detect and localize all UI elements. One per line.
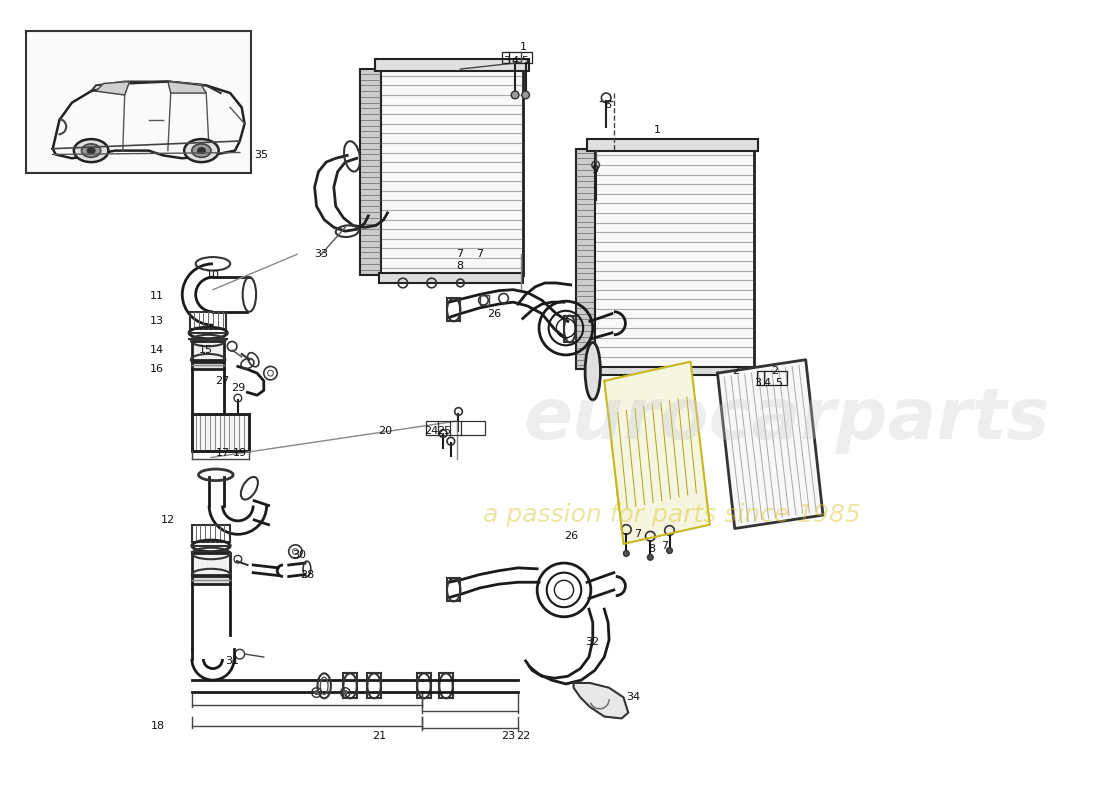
Polygon shape: [604, 362, 710, 544]
Text: 7: 7: [635, 530, 641, 539]
Bar: [191, 554, 230, 574]
Text: 31: 31: [226, 656, 239, 666]
Text: 24: 24: [425, 426, 439, 436]
Bar: [480, 295, 490, 305]
Text: 29: 29: [231, 383, 245, 394]
Bar: [757, 371, 788, 385]
Bar: [447, 578, 461, 602]
Text: 23: 23: [502, 730, 516, 741]
Bar: [447, 298, 461, 322]
Text: 26: 26: [563, 531, 578, 542]
Text: 5: 5: [776, 378, 782, 388]
Ellipse shape: [315, 690, 318, 694]
Bar: [375, 59, 528, 71]
Text: 34: 34: [626, 692, 640, 702]
Bar: [564, 315, 575, 342]
Polygon shape: [573, 683, 628, 718]
Ellipse shape: [343, 690, 348, 694]
Text: 1: 1: [520, 42, 527, 52]
Bar: [587, 139, 758, 150]
Polygon shape: [168, 82, 206, 93]
Bar: [190, 312, 227, 329]
Text: 5: 5: [521, 57, 528, 66]
Text: 17: 17: [216, 448, 230, 458]
Text: 7: 7: [455, 250, 463, 259]
Ellipse shape: [624, 550, 629, 556]
Text: 21: 21: [372, 730, 386, 741]
Bar: [191, 341, 224, 360]
Bar: [343, 674, 356, 698]
Text: 32: 32: [585, 637, 598, 646]
Bar: [378, 274, 522, 283]
Text: 20: 20: [378, 426, 393, 436]
Text: 3: 3: [503, 57, 510, 66]
Text: 33: 33: [315, 250, 328, 259]
Text: 2: 2: [771, 366, 779, 376]
Text: 10: 10: [206, 270, 220, 280]
Text: 26: 26: [487, 309, 500, 318]
Text: 6: 6: [605, 99, 612, 110]
Ellipse shape: [191, 144, 211, 158]
Bar: [367, 674, 381, 698]
Text: 14: 14: [151, 345, 164, 355]
Text: 11: 11: [151, 291, 164, 302]
Bar: [575, 149, 595, 370]
Text: 12: 12: [161, 515, 175, 525]
Text: 28: 28: [300, 570, 315, 579]
Text: 9: 9: [591, 165, 598, 174]
Bar: [417, 674, 431, 698]
Text: 13: 13: [151, 316, 164, 326]
Bar: [191, 414, 250, 451]
Text: 35: 35: [254, 150, 268, 161]
Polygon shape: [717, 360, 823, 529]
Bar: [191, 525, 230, 542]
Text: 8: 8: [455, 261, 463, 270]
Text: 3: 3: [755, 378, 761, 388]
Text: 7: 7: [661, 541, 669, 550]
Ellipse shape: [585, 342, 601, 400]
Polygon shape: [96, 82, 130, 95]
Bar: [191, 362, 224, 370]
Bar: [191, 414, 250, 451]
Text: 25: 25: [437, 426, 451, 436]
Text: 4: 4: [512, 57, 518, 66]
Text: 15: 15: [199, 345, 213, 355]
Ellipse shape: [198, 148, 206, 154]
Ellipse shape: [667, 548, 672, 554]
Text: eurocarparts: eurocarparts: [524, 385, 1049, 454]
Bar: [439, 674, 453, 698]
Bar: [191, 577, 230, 584]
Bar: [593, 149, 754, 370]
Ellipse shape: [81, 144, 101, 158]
Text: 8: 8: [649, 544, 656, 554]
Text: 2: 2: [733, 366, 739, 376]
Text: 4: 4: [763, 378, 771, 388]
Bar: [502, 52, 532, 63]
Text: 16: 16: [151, 364, 164, 374]
Text: 19: 19: [233, 448, 246, 458]
Text: 18: 18: [151, 721, 165, 731]
Ellipse shape: [74, 139, 109, 162]
Bar: [378, 69, 522, 275]
Ellipse shape: [648, 554, 653, 560]
Bar: [426, 421, 485, 434]
Text: 1: 1: [653, 125, 660, 134]
Text: 22: 22: [516, 730, 530, 741]
Text: 27: 27: [216, 376, 230, 386]
Bar: [360, 69, 381, 275]
Text: 7: 7: [476, 250, 483, 259]
Ellipse shape: [184, 139, 219, 162]
Ellipse shape: [87, 148, 95, 154]
Text: 30: 30: [293, 550, 306, 560]
Text: a passion for parts since 1985: a passion for parts since 1985: [483, 503, 860, 527]
Ellipse shape: [521, 91, 529, 99]
Bar: [593, 367, 754, 375]
Ellipse shape: [512, 91, 519, 99]
Bar: [26, 30, 251, 173]
